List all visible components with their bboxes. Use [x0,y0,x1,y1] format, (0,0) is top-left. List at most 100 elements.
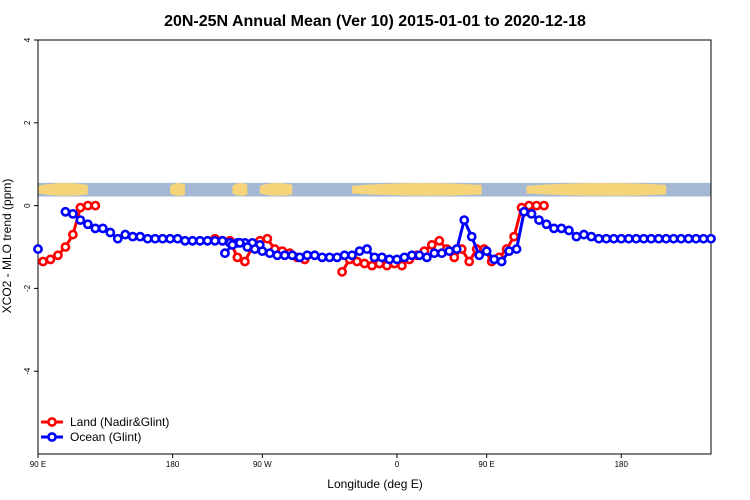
data-point [112,233,123,244]
data-point [67,229,78,240]
data-point [466,231,477,242]
legend-marker [47,417,57,427]
data-point [75,202,86,213]
data-point [481,246,492,257]
data-point [691,233,701,244]
data-point [384,254,395,265]
data-point [511,244,522,254]
data-point [698,233,709,244]
data-point [90,223,101,234]
data-point [676,233,686,244]
y-tick-label: 0 [23,203,32,208]
data-point [324,252,335,263]
data-point [392,254,402,265]
data-point [474,250,485,261]
data-point [75,215,86,225]
data-point [638,233,649,244]
data-point [127,231,138,242]
data-point [556,223,567,234]
data-point [449,252,460,263]
data-point [459,215,470,225]
data-point [234,237,245,248]
data-point [82,200,93,211]
data-point [172,233,183,244]
data-point [421,252,432,263]
data-point [210,235,220,246]
data-point [539,200,549,211]
data-point [444,246,455,257]
plot-frame [37,39,712,455]
data-point [549,223,559,234]
data-point [616,233,627,244]
data-point [53,250,63,261]
data-point [436,248,447,259]
data-point [564,225,574,236]
data-point [157,233,168,244]
data-point [82,219,93,230]
data-point [414,250,425,261]
data-point [367,260,377,271]
data-point [294,252,305,263]
data-point [302,250,313,261]
y-axis: 4 2 0 -2 -4 [23,37,38,375]
data-point [509,231,519,242]
data-point [464,256,475,267]
data-point [249,244,260,254]
series-ocean [33,206,716,267]
data-point [359,258,370,269]
legend-label: Land (Nadir&Glint) [70,415,169,429]
x-tick-label: 90 E [30,460,46,469]
data-point [60,206,71,217]
data-point [272,250,283,261]
data-point [180,235,190,246]
data-point [279,250,290,261]
data-point [531,200,542,211]
data-point [451,244,462,254]
data-point [105,227,116,238]
map-land [526,183,667,196]
data-point [239,256,250,267]
data-point [526,208,537,219]
data-point [434,235,445,246]
data-point [646,233,657,244]
data-point [429,248,440,259]
data-point [683,233,694,244]
data-point [586,231,597,242]
data-point [519,206,529,217]
data-point [426,240,437,250]
data-point [33,244,43,254]
data-point [369,252,380,263]
y-axis-label: XCO2 - MLO trend (ppm) [0,179,14,314]
data-point [220,248,230,259]
data-point [377,252,387,263]
data-point [504,246,514,257]
map-land [38,183,88,196]
data-point [97,223,108,234]
map-land [259,183,293,196]
data-point [287,250,298,261]
y-tick-label: 4 [23,37,32,42]
chart-title: 20N-25N Annual Mean (Ver 10) 2015-01-01 … [164,13,586,30]
y-tick-label: -4 [23,367,32,375]
data-point [347,250,357,261]
data-point [135,231,146,242]
data-point [339,250,350,261]
data-point [661,233,672,244]
data-point [120,229,131,240]
x-tick-label: 180 [166,460,180,469]
data-point [142,233,153,244]
data-point [397,260,407,271]
data-point [242,242,253,252]
data-point [362,244,372,254]
data-point [309,250,320,261]
map-land [232,183,248,196]
data-point [232,252,243,263]
data-point [45,254,56,265]
data-point [202,235,213,246]
x-axis: 90 E 180 90 W 0 90 E 180 [30,454,628,469]
data-point [227,240,238,250]
data-point [578,229,589,240]
data-point [571,231,582,242]
data-point [608,233,619,244]
